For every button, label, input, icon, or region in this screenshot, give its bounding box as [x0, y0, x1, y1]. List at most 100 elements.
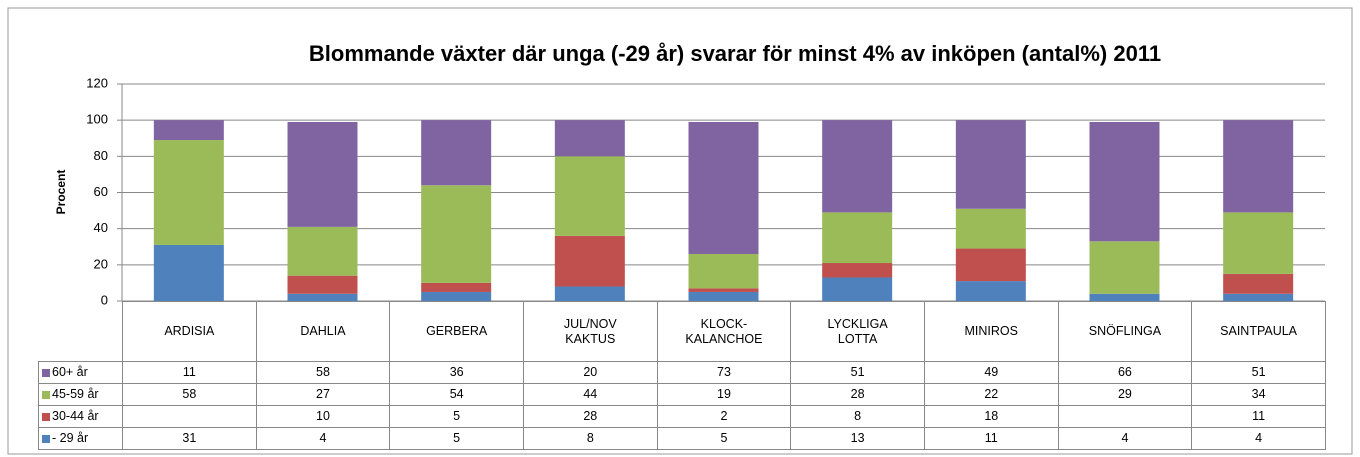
bar-segment: [688, 121, 759, 254]
legend-label: 45-59 år: [52, 387, 99, 401]
bar-segment: [554, 235, 625, 287]
table-cell: 73: [656, 361, 792, 384]
category-label: SAINTPAULA: [1191, 301, 1326, 362]
data-label: 5: [720, 431, 728, 445]
table-cell: 18: [923, 405, 1059, 428]
data-label: 20: [583, 365, 598, 379]
bar-segment: [1223, 120, 1294, 213]
data-label: 28: [850, 387, 865, 401]
bar-segment: [1089, 293, 1160, 301]
table-cell: 29: [1057, 383, 1193, 406]
bar-segment: [1223, 273, 1294, 294]
category-label: MINIROS: [923, 301, 1059, 362]
table-row: - 29 år 31 4 5 8 5 13 11 4 4: [38, 427, 1326, 450]
bar-segment: [554, 120, 625, 157]
table-cell: 20: [522, 361, 658, 384]
bar-segment: [1089, 121, 1160, 242]
table-cell: 10: [255, 405, 391, 428]
category-label: DAHLIA: [255, 301, 391, 362]
legend-entry: 30-44 år: [38, 405, 123, 428]
table-cell: [122, 405, 257, 428]
table-cell: 66: [1057, 361, 1193, 384]
data-label: 29: [1117, 387, 1132, 401]
data-label: 51: [850, 365, 865, 379]
table-cell: 22: [923, 383, 1059, 406]
table-cell: 13: [790, 427, 925, 450]
bar-segment: [287, 121, 358, 227]
table-cell: 11: [923, 427, 1059, 450]
bar-segment: [822, 120, 893, 213]
bar-segment: [554, 156, 625, 236]
data-label: 58: [182, 387, 197, 401]
chart-frame: [7, 7, 1353, 455]
bar-segment: [955, 120, 1026, 209]
bar-segment: [287, 226, 358, 276]
table-cell: 4: [255, 427, 391, 450]
y-tick-label: 120: [86, 75, 108, 90]
bar-segment: [688, 253, 759, 289]
data-label: 73: [717, 365, 731, 379]
legend-entry: 45-59 år: [38, 383, 123, 406]
data-label: 36: [449, 365, 464, 379]
data-label: 13: [850, 431, 865, 445]
table-cell: 27: [255, 383, 391, 406]
y-tick-label: 0: [101, 292, 108, 307]
table-cell: 36: [389, 361, 524, 384]
legend-entry: - 29 år: [38, 427, 123, 450]
legend-key: [42, 434, 50, 443]
table-cell: 58: [122, 383, 257, 406]
bar-segment: [1089, 241, 1160, 294]
table-cell: 4: [1057, 427, 1193, 450]
bar-segment: [955, 248, 1026, 282]
category-label: SNÖFLINGA: [1057, 301, 1193, 362]
table-cell: 28: [790, 383, 925, 406]
data-label: 18: [984, 409, 999, 423]
bar-segment: [153, 120, 224, 141]
table-cell: 4: [1191, 427, 1326, 450]
bar-segment: [421, 185, 492, 283]
data-label: 51: [1251, 365, 1266, 379]
y-tick-label: 100: [86, 112, 108, 127]
legend-key: [42, 368, 50, 377]
data-label: 5: [453, 409, 461, 423]
category-label: GERBERA: [389, 301, 524, 362]
legend-label: - 29 år: [52, 431, 89, 445]
data-label: 27: [316, 387, 330, 401]
table-corner: [38, 301, 123, 362]
data-label: 4: [319, 431, 327, 445]
bar-segment: [688, 291, 759, 301]
legend-key: [42, 390, 50, 399]
bar-segment: [822, 212, 893, 264]
category-label: LYCKLIGA LOTTA: [790, 301, 925, 362]
bar-segment: [287, 293, 358, 301]
table-cell: 31: [122, 427, 257, 450]
data-label: 34: [1251, 387, 1266, 401]
table-cell: 54: [389, 383, 524, 406]
category-label: JUL/NOV KAKTUS: [522, 301, 658, 362]
table-cell: 44: [522, 383, 658, 406]
table-cell: 51: [1191, 361, 1326, 384]
table-row: 45-59 år 58 27 54 44 19 28 22 29 34: [38, 383, 1326, 406]
table-cell: 49: [923, 361, 1059, 384]
bar-segment: [1223, 212, 1294, 274]
data-label: 28: [583, 409, 598, 423]
bar-segment: [1223, 293, 1294, 301]
table-cell: 5: [656, 427, 792, 450]
data-label: 44: [583, 387, 598, 401]
bar-segment: [822, 277, 893, 301]
data-label: 54: [449, 387, 464, 401]
bar-segment: [421, 120, 492, 186]
bar-segment: [955, 208, 1026, 249]
table-cell: 51: [790, 361, 925, 384]
table-cell: 5: [389, 427, 524, 450]
table-cell: 2: [656, 405, 792, 428]
y-tick-label: 80: [94, 148, 108, 163]
bar-segment: [554, 286, 625, 301]
bar-segment: [421, 291, 492, 301]
table-header-row: ARDISIA DAHLIA GERBERA JUL/NOV KAKTUS KLOCK-…: [38, 301, 1326, 362]
y-tick-label: 60: [94, 184, 108, 199]
legend-label: 60+ år: [52, 365, 88, 379]
table-cell: 5: [389, 405, 524, 428]
